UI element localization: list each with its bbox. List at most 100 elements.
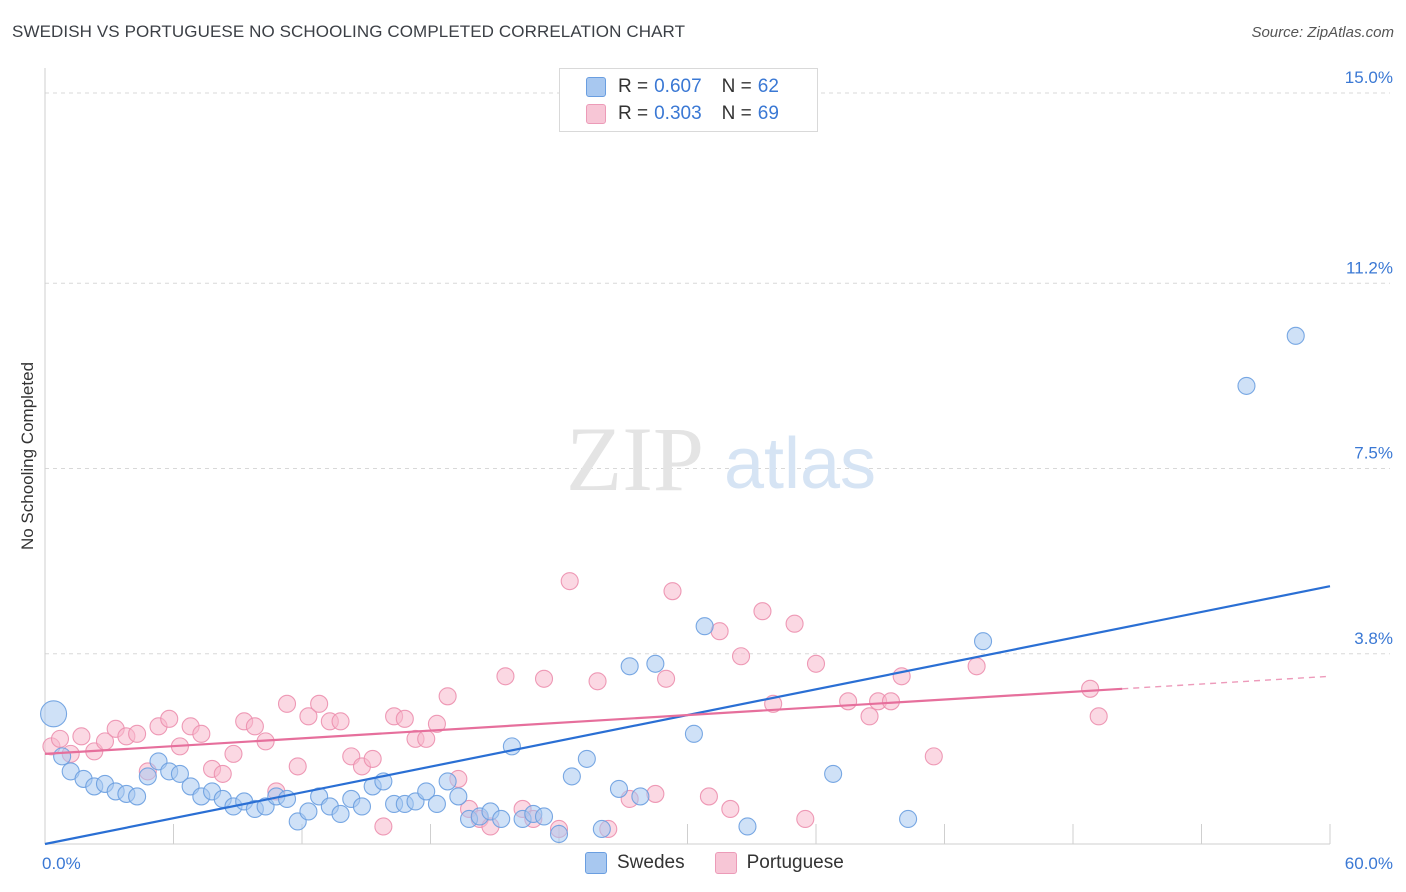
tick-labels: 3.8% 7.5% 11.2% 15.0% 0.0% 60.0%: [42, 68, 1393, 873]
swedes-point: [277, 789, 297, 808]
portuguese-point: [560, 572, 579, 591]
swedes-point: [53, 747, 72, 766]
swedes-swatch: [586, 77, 606, 97]
n-value: 62: [757, 76, 779, 97]
swedes-swatch: [585, 852, 607, 874]
n-value: 69: [757, 103, 779, 124]
chart-source: Source: ZipAtlas.com: [1251, 24, 1394, 41]
portuguese-point: [213, 764, 232, 783]
portuguese-point: [299, 707, 318, 726]
swedes-point: [427, 794, 446, 813]
trend-lines: [44, 585, 1331, 846]
swedes-point: [138, 767, 157, 786]
swedes-point: [438, 772, 457, 791]
swedes-point: [534, 807, 554, 826]
portuguese-point: [663, 582, 682, 601]
swedes-point: [1286, 326, 1305, 345]
portuguese-point: [785, 614, 804, 633]
swedes-point: [695, 617, 714, 636]
portuguese-point: [699, 787, 718, 806]
watermark-atlas: atlas: [724, 424, 876, 504]
y-tick-label: 15.0%: [1345, 68, 1393, 87]
portuguese-point: [1081, 679, 1100, 698]
data-points: [40, 326, 1305, 844]
portuguese-point: [860, 707, 879, 726]
portuguese-trend-line: [44, 687, 1123, 755]
portuguese-point: [806, 654, 826, 673]
portuguese-point: [796, 809, 815, 829]
portuguese-point: [395, 709, 414, 728]
portuguese-point: [363, 749, 382, 768]
portuguese-point: [310, 694, 329, 713]
watermark-zip: ZIP: [566, 408, 704, 510]
portuguese-point: [646, 784, 665, 803]
swedes-point: [824, 764, 843, 783]
legend-label-portuguese: Portuguese: [746, 852, 844, 873]
n-label: N =: [721, 103, 752, 124]
legend-row-portuguese: R = 0.303 N = 69: [586, 103, 779, 125]
watermark: ZIP atlas: [566, 408, 876, 510]
portuguese-point: [331, 712, 350, 731]
r-label: R =: [618, 103, 649, 124]
portuguese-swatch: [714, 852, 737, 874]
legend-item-swedes[interactable]: Swedes: [585, 852, 685, 874]
r-value: 0.303: [654, 103, 702, 124]
series-legend: Swedes Portuguese: [585, 852, 874, 874]
portuguese-point: [245, 717, 264, 736]
swedes-point: [592, 819, 611, 839]
portuguese-point: [160, 709, 179, 728]
legend-label-swedes: Swedes: [617, 852, 685, 873]
portuguese-point: [710, 622, 729, 641]
swedes-point: [609, 779, 629, 798]
y-tick-label: 3.8%: [1354, 629, 1393, 648]
portuguese-point: [427, 714, 446, 733]
portuguese-point: [374, 817, 393, 836]
portuguese-point: [721, 799, 740, 819]
n-label: N =: [721, 76, 752, 97]
portuguese-swatch: [586, 104, 606, 124]
r-label: R =: [618, 76, 649, 97]
swedes-point: [646, 654, 665, 673]
legend-item-portuguese[interactable]: Portuguese: [714, 852, 844, 874]
swedes-point: [170, 764, 189, 783]
swedes-point: [577, 749, 596, 768]
swedes-point: [40, 700, 68, 728]
grid-lines: [45, 92, 1390, 655]
r-value: 0.607: [654, 76, 702, 97]
portuguese-point: [72, 727, 91, 746]
y-tick-label: 7.5%: [1354, 444, 1393, 463]
swedes-point: [973, 632, 993, 651]
portuguese-point: [534, 669, 554, 688]
portuguese-point: [128, 724, 147, 743]
x-tick-label: 60.0%: [1345, 854, 1393, 873]
swedes-point: [1237, 376, 1256, 395]
swedes-point: [331, 804, 350, 824]
portuguese-point: [839, 692, 858, 711]
swedes-point: [128, 787, 147, 806]
x-tick-label: 0.0%: [42, 854, 81, 873]
swedes-point: [684, 724, 703, 743]
swedes-point: [631, 787, 650, 806]
portuguese-point: [924, 747, 943, 766]
swedes-point: [352, 797, 372, 816]
portuguese-point: [50, 729, 70, 748]
portuguese-trend-extension: [1122, 675, 1331, 690]
portuguese-point: [288, 757, 307, 776]
y-tick-label: 11.2%: [1346, 258, 1393, 277]
portuguese-point: [277, 694, 297, 713]
swedes-point: [449, 787, 468, 806]
swedes-point: [492, 809, 511, 829]
portuguese-point: [224, 744, 243, 763]
portuguese-point: [967, 657, 986, 676]
swedes-point: [899, 809, 918, 829]
portuguese-point: [438, 687, 457, 706]
portuguese-point: [731, 647, 751, 666]
swedes-point: [620, 657, 639, 676]
portuguese-point: [753, 602, 772, 621]
swedes-point: [738, 817, 757, 836]
correlation-legend: R = 0.607 N = 62 R = 0.303 N = 69: [559, 68, 818, 132]
portuguese-point: [657, 669, 676, 688]
swedes-point: [299, 802, 318, 821]
portuguese-point: [588, 672, 607, 691]
